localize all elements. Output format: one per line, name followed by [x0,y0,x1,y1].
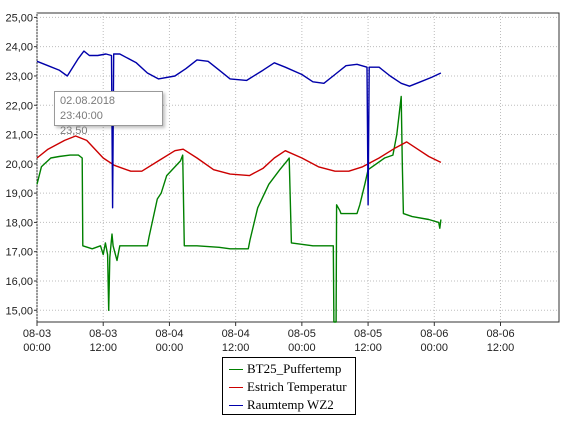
y-tick-label: 17,00 [5,247,33,259]
x-tick-label-time: 00:00 [156,342,184,354]
legend: BT25_Puffertemp Estrich Temperatur Raumt… [222,357,356,415]
y-tick-label: 21,00 [5,130,33,142]
legend-swatch-blue [229,404,243,406]
legend-item-estrich: Estrich Temperatur [229,378,355,396]
y-tick-label: 18,00 [5,217,33,229]
series-layer [36,50,442,323]
legend-swatch-green [229,368,243,370]
x-tick-label-time: 00:00 [421,342,449,354]
tooltip-value: 23,50 [60,125,88,137]
series-line-1 [36,135,442,177]
y-tick-label: 19,00 [5,188,33,200]
y-tick-label: 23,00 [5,71,33,83]
tooltip-datetime: 02.08.2018 23:40:00 [60,95,116,122]
x-tick-label-time: 12:00 [222,342,250,354]
x-tick-label-date: 08-06 [486,328,514,340]
plot-area [36,12,560,323]
series-line-0 [36,95,442,323]
y-tick-label: 25,00 [5,12,33,24]
x-tick-label-date: 08-04 [155,328,183,340]
y-tick-label: 16,00 [5,276,33,288]
x-tick-label-time: 00:00 [288,342,316,354]
x-tick-label-date: 08-04 [222,328,250,340]
y-tick-label: 22,00 [5,100,33,112]
y-axis: 15,00 16,00 17,00 18,00 19,00 20,00 21,00 22,00… [5,12,37,317]
x-tick-label-date: 08-03 [89,328,117,340]
legend-item-puffertemp: BT25_Puffertemp [229,360,355,378]
y-tick-label: 24,00 [5,42,33,54]
legend-swatch-red [229,386,243,388]
y-tick-label: 15,00 [5,305,33,317]
x-tick-label-date: 08-03 [23,328,51,340]
x-tick-label-date: 08-05 [354,328,382,340]
legend-label-estrich: Estrich Temperatur [247,379,347,394]
legend-label-puffertemp: BT25_Puffertemp [247,361,342,376]
legend-item-raumtemp: Raumtemp WZ2 [229,396,355,414]
series-line-2 [36,50,442,209]
x-tick-label-date: 08-06 [420,328,448,340]
x-axis: 08-03 00:00 08-03 12:00 08-04 00:00 08-04 12:00… [23,322,515,354]
x-tick-label-date: 08-05 [288,328,316,340]
x-tick-label-time: 12:00 [354,342,382,354]
x-tick-label-time: 12:00 [89,342,117,354]
grid [36,13,559,322]
x-tick-label-time: 00:00 [23,342,51,354]
x-tick-label-time: 12:00 [487,342,515,354]
legend-label-raumtemp: Raumtemp WZ2 [247,397,334,412]
y-tick-label: 20,00 [5,159,33,171]
data-tooltip: 02.08.2018 23:40:00 23,50 [54,91,163,137]
